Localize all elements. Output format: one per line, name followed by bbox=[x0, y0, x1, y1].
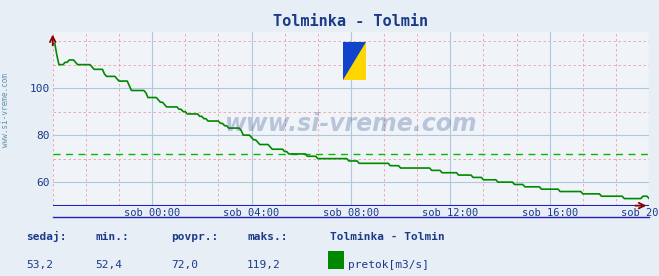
Text: pretok[m3/s]: pretok[m3/s] bbox=[348, 260, 429, 270]
Text: maks.:: maks.: bbox=[247, 232, 287, 242]
Text: 53,2: 53,2 bbox=[26, 260, 53, 270]
Text: Tolminka - Tolmin: Tolminka - Tolmin bbox=[330, 232, 444, 242]
Text: 52,4: 52,4 bbox=[96, 260, 123, 270]
Text: min.:: min.: bbox=[96, 232, 129, 242]
Text: sedaj:: sedaj: bbox=[26, 231, 67, 242]
Text: www.si-vreme.com: www.si-vreme.com bbox=[1, 73, 10, 147]
Title: Tolminka - Tolmin: Tolminka - Tolmin bbox=[273, 14, 428, 29]
Text: povpr.:: povpr.: bbox=[171, 232, 219, 242]
Text: 72,0: 72,0 bbox=[171, 260, 198, 270]
Text: 119,2: 119,2 bbox=[247, 260, 281, 270]
Text: www.si-vreme.com: www.si-vreme.com bbox=[225, 112, 477, 136]
